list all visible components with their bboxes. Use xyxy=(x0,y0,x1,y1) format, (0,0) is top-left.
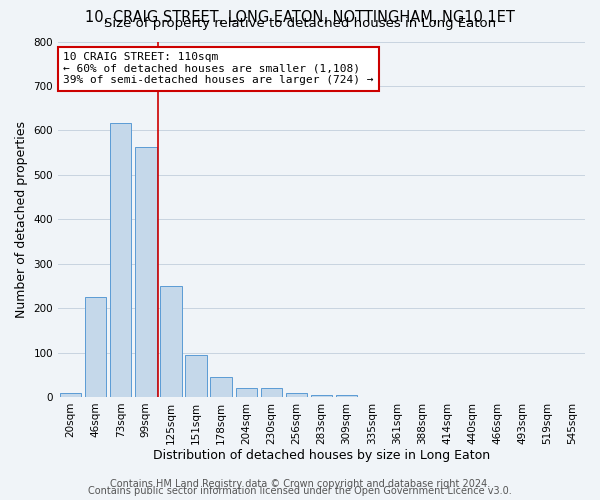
Text: 10 CRAIG STREET: 110sqm
← 60% of detached houses are smaller (1,108)
39% of semi: 10 CRAIG STREET: 110sqm ← 60% of detache… xyxy=(64,52,374,86)
Bar xyxy=(160,286,182,397)
Bar xyxy=(286,393,307,397)
Bar xyxy=(135,147,157,397)
Text: Contains public sector information licensed under the Open Government Licence v3: Contains public sector information licen… xyxy=(88,486,512,496)
Text: Size of property relative to detached houses in Long Eaton: Size of property relative to detached ho… xyxy=(104,18,496,30)
Bar xyxy=(85,298,106,397)
X-axis label: Distribution of detached houses by size in Long Eaton: Distribution of detached houses by size … xyxy=(153,450,490,462)
Text: 10, CRAIG STREET, LONG EATON, NOTTINGHAM, NG10 1ET: 10, CRAIG STREET, LONG EATON, NOTTINGHAM… xyxy=(85,10,515,25)
Text: Contains HM Land Registry data © Crown copyright and database right 2024.: Contains HM Land Registry data © Crown c… xyxy=(110,479,490,489)
Bar xyxy=(185,354,207,397)
Bar xyxy=(110,123,131,397)
Bar xyxy=(260,388,282,397)
Bar xyxy=(60,394,81,397)
Y-axis label: Number of detached properties: Number of detached properties xyxy=(15,120,28,318)
Bar xyxy=(236,388,257,397)
Bar xyxy=(311,394,332,397)
Bar xyxy=(336,395,357,397)
Bar xyxy=(211,376,232,397)
